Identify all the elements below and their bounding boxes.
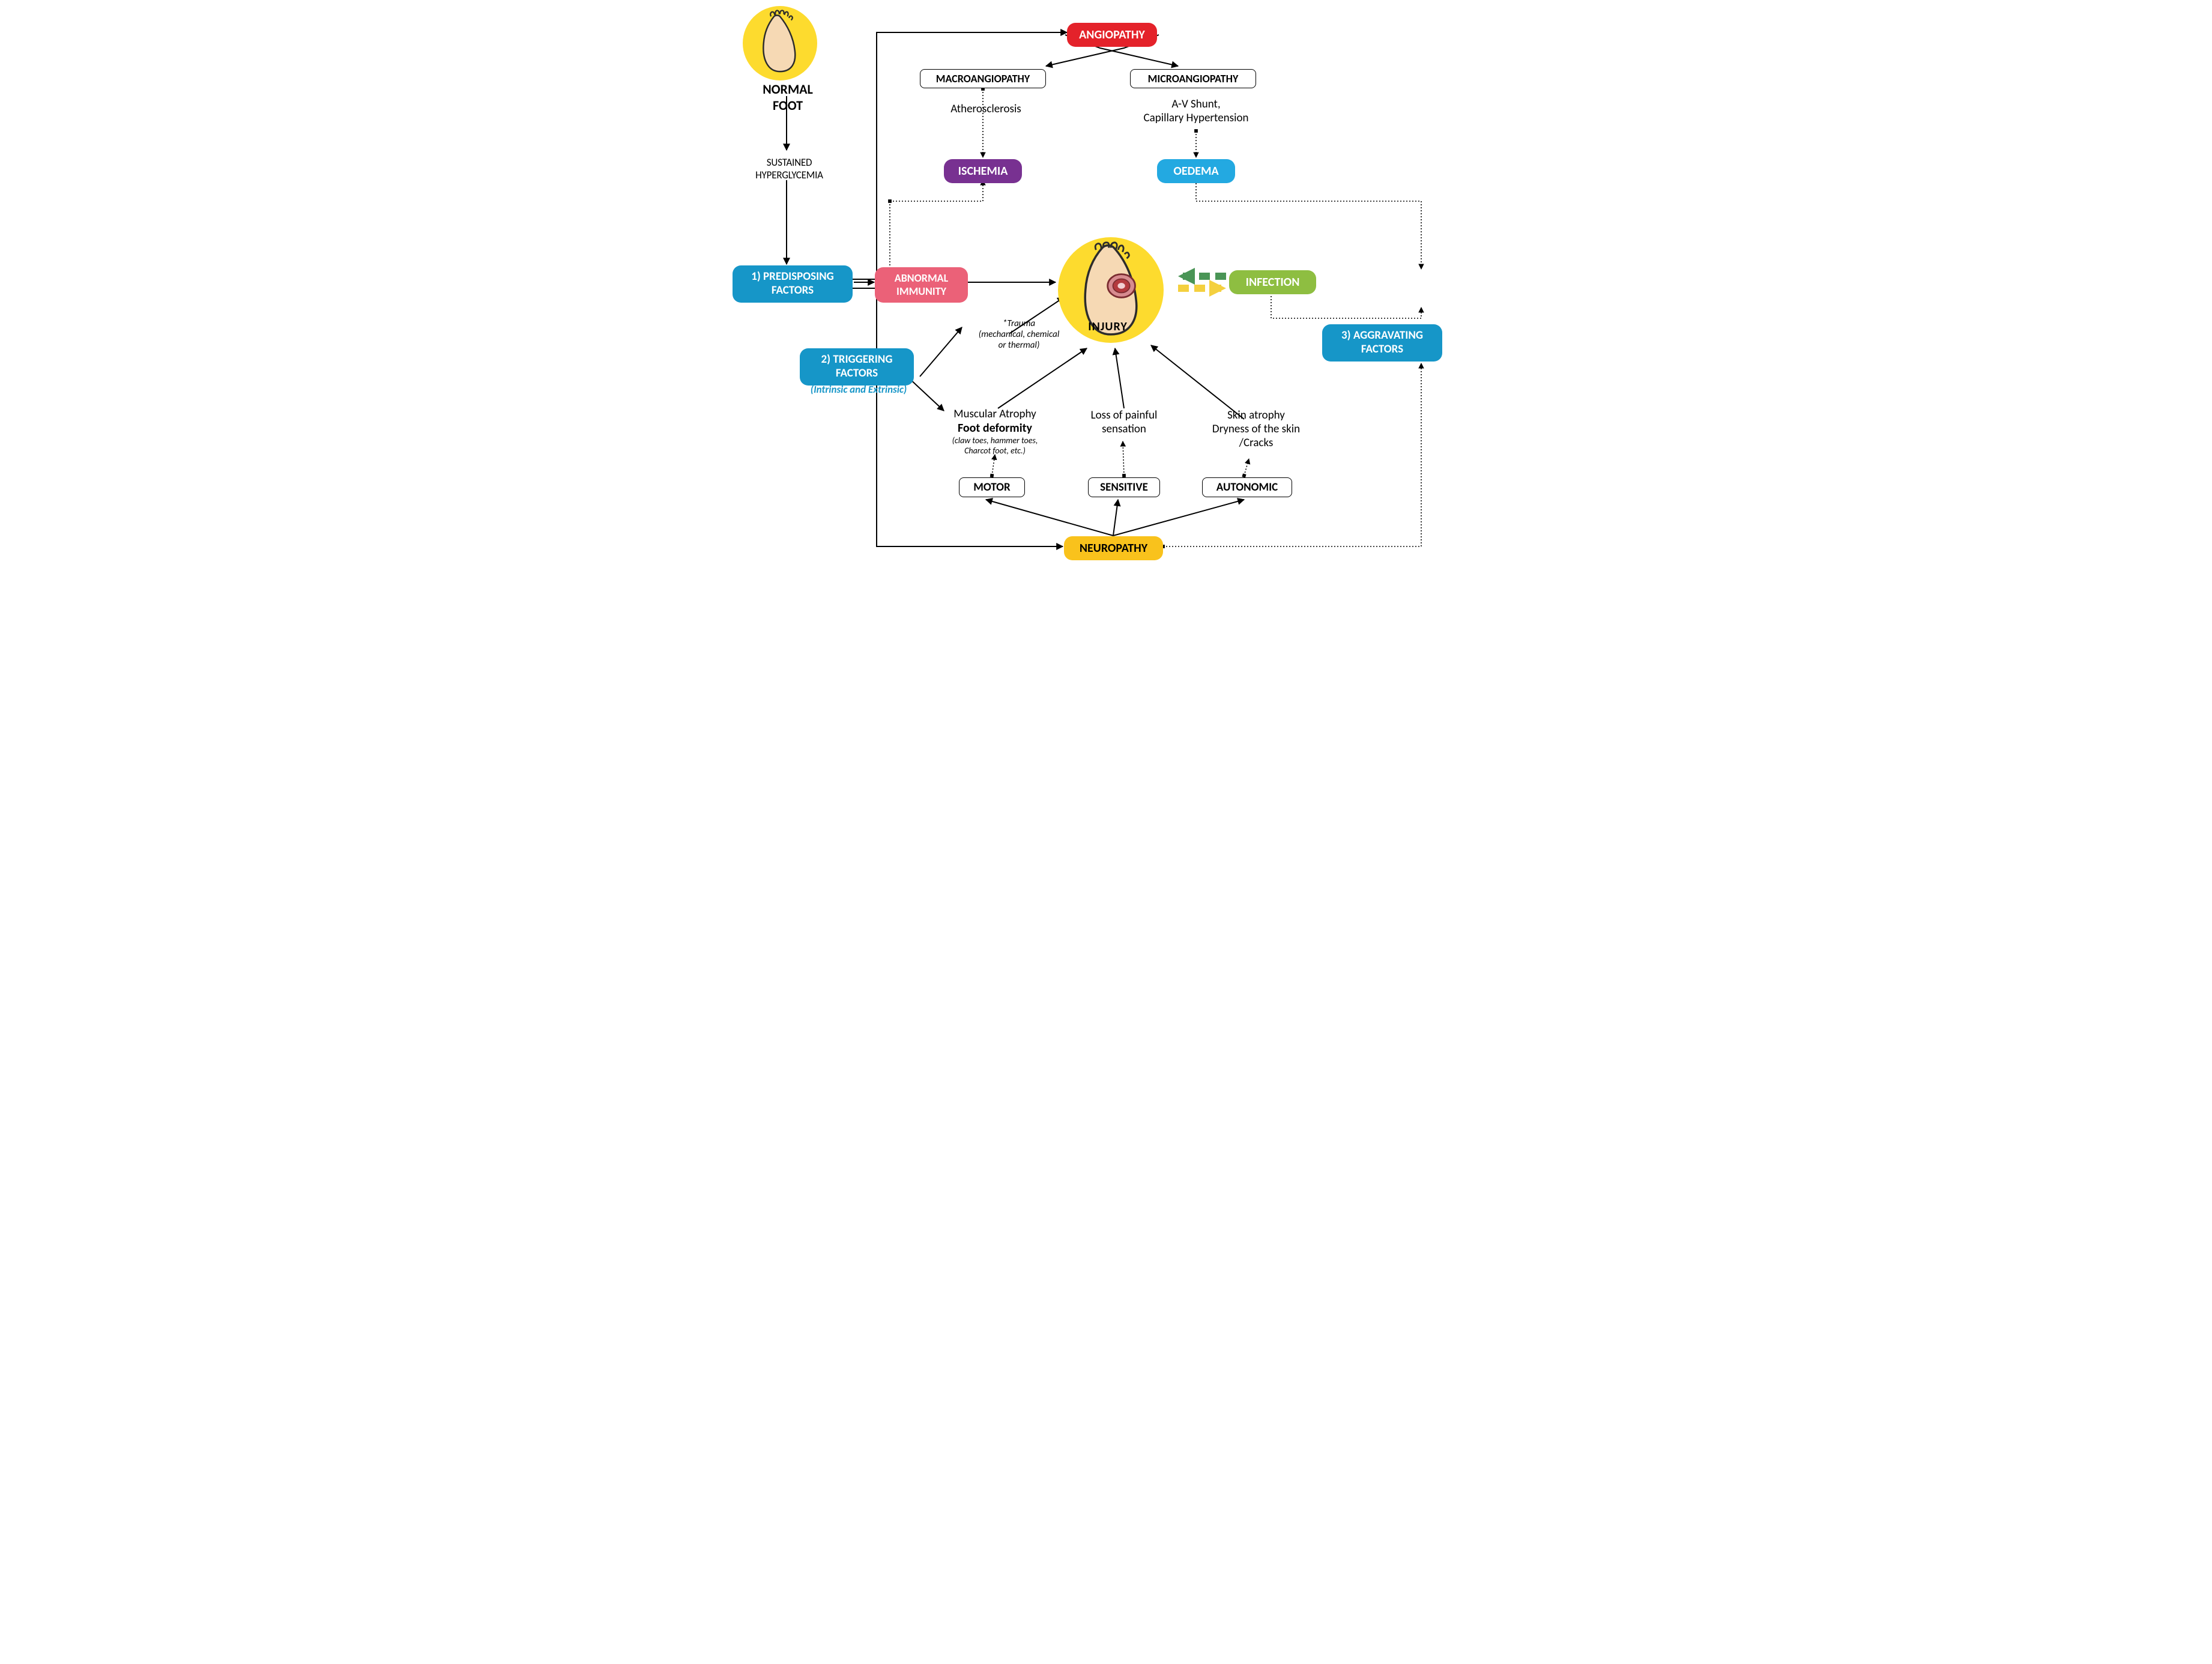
autonomic-box: AUTONOMIC — [1202, 477, 1292, 497]
ischemia-box: ISCHEMIA — [944, 159, 1022, 183]
muscular-line1: Muscular Atrophy — [929, 407, 1061, 421]
normal-foot-icon — [743, 6, 817, 80]
normal-foot-label: NORMAL FOOT — [746, 81, 830, 113]
muscular-line2: Foot deformity — [929, 421, 1061, 435]
muscular-line3: (claw toes, hammer toes, Charcot foot, e… — [929, 435, 1061, 456]
sustained-label: SUSTAINED HYPERGLYCEMIA — [743, 156, 836, 181]
infection-box: INFECTION — [1229, 270, 1316, 294]
avshunt-label: A-V Shunt, Capillary Hypertension — [1118, 97, 1274, 125]
oedema-box: OEDEMA — [1157, 159, 1235, 183]
trauma-label: *Trauma (mechanical, chemical or thermal… — [959, 318, 1079, 351]
injury-label: INJURY — [1075, 319, 1141, 334]
muscular-block: Muscular Atrophy Foot deformity (claw to… — [929, 407, 1061, 456]
angiopathy-box: ANGIOPATHY — [1067, 23, 1157, 47]
motor-box: MOTOR — [959, 477, 1025, 497]
sensation-label: Loss of painful sensation — [1070, 408, 1178, 436]
macroangiopathy-box: MACROANGIOPATHY — [920, 69, 1046, 88]
aggravating-box: 3) AGGRAVATING FACTORS — [1322, 324, 1442, 362]
atherosclerosis-label: Atherosclerosis — [935, 102, 1037, 116]
neuropathy-box: NEUROPATHY — [1064, 536, 1163, 560]
abnormal-immunity-box: ABNORMAL IMMUNITY — [875, 267, 968, 303]
sensitive-box: SENSITIVE — [1088, 477, 1160, 497]
skin-atrophy-label: Skin atrophy Dryness of the skin /Cracks — [1193, 408, 1319, 450]
triggering-sublabel: (Intrinsic and Extrinsic) — [793, 383, 925, 396]
triggering-box: 2) TRIGGERING FACTORS — [800, 348, 914, 386]
predisposing-box: 1) PREDISPOSING FACTORS — [733, 265, 853, 303]
microangiopathy-box: MICROANGIOPATHY — [1130, 69, 1256, 88]
diagram-canvas: NORMAL FOOT SUSTAINED HYPERGLYCEMIA 1) P… — [722, 0, 1490, 576]
